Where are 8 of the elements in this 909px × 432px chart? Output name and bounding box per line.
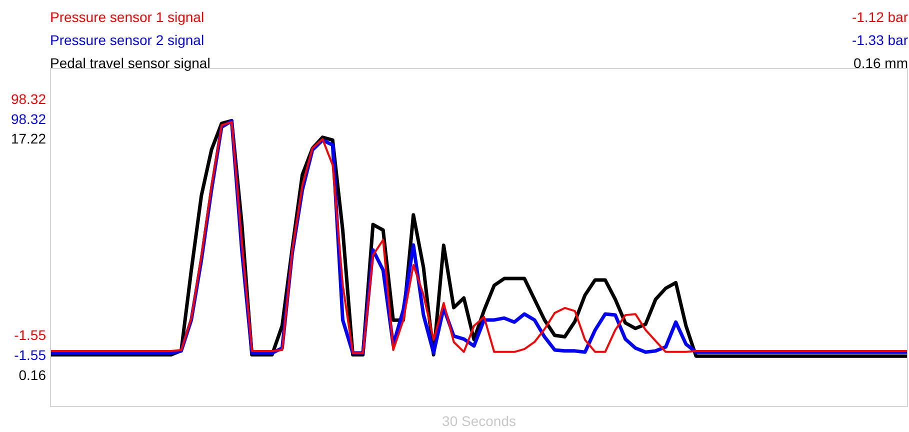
text: -1.12 bar xyxy=(852,9,908,25)
annotation: 0.16 mm xyxy=(854,55,908,71)
text: Pressure sensor 2 signal xyxy=(50,32,204,48)
y3-tick-label: 17.22 xyxy=(10,130,46,147)
text: Pedal travel sensor signal xyxy=(50,55,210,71)
y3-tick-label: 0.16 xyxy=(18,366,46,383)
text: Pressure sensor 1 signal xyxy=(50,9,204,25)
text: -1.33 bar xyxy=(852,32,908,48)
